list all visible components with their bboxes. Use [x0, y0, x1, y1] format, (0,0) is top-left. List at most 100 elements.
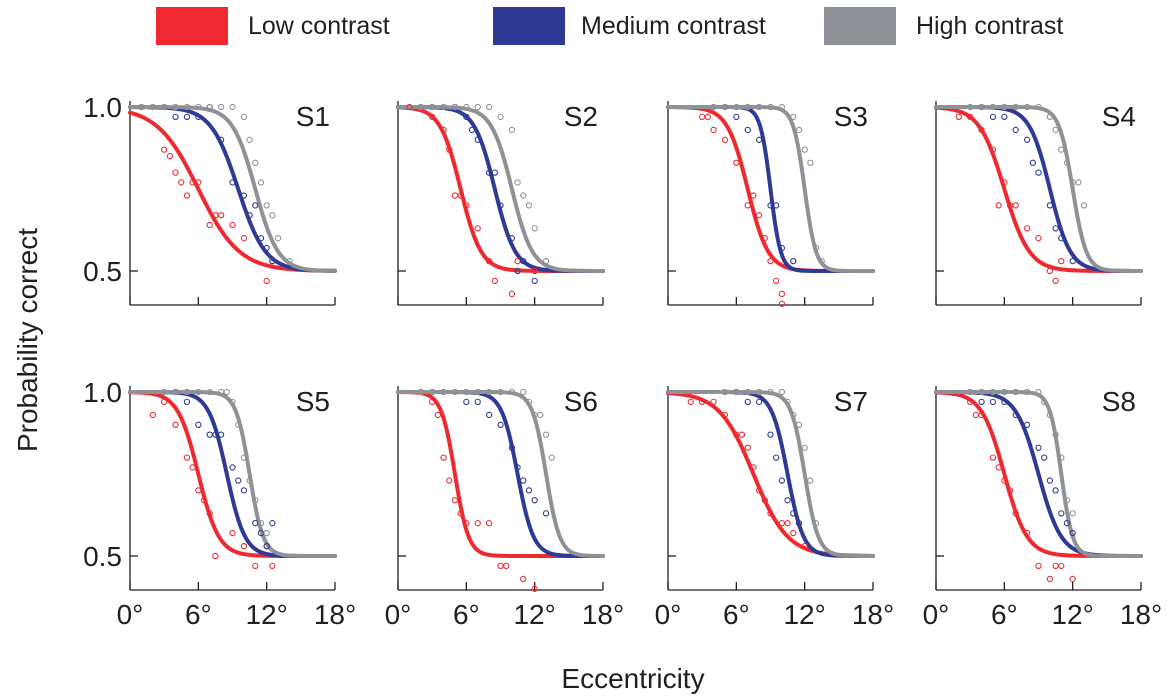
data-point-high-contrast [795, 126, 803, 134]
data-point-high-contrast [542, 258, 550, 265]
data-point-medium-contrast [520, 477, 527, 484]
data-point-high-contrast [967, 103, 974, 111]
data-point-low-contrast [200, 497, 208, 504]
x-tick-label: 0° [923, 599, 950, 630]
panel-s1: 1.0 0.5 S1 [83, 92, 337, 306]
data-point-medium-contrast [235, 477, 242, 484]
data-point-high-contrast [744, 388, 751, 396]
data-point-low-contrast [687, 398, 694, 405]
panel-s8: 0° 6° 12° 18° S8 [923, 386, 1162, 630]
data-point-medium-contrast [531, 497, 538, 504]
x-tick-label: 0° [117, 599, 144, 630]
data-point-high-contrast [542, 431, 550, 438]
data-point-high-contrast [1058, 146, 1065, 153]
data-point-low-contrast [229, 221, 236, 229]
data-point-high-contrast [229, 103, 236, 111]
x-tick-label: 12° [245, 599, 287, 630]
x-tick-label: 0° [655, 599, 682, 630]
data-point-low-contrast [1012, 202, 1019, 209]
data-point-low-contrast [1058, 562, 1065, 569]
panel-label-s3: S3 [834, 101, 868, 132]
legend-label-medium-contrast: Medium contrast [581, 12, 766, 40]
fit-curve-low-contrast [934, 105, 1143, 273]
data-point-medium-contrast [1052, 225, 1059, 232]
data-point-low-contrast [485, 520, 493, 527]
data-point-high-contrast [149, 103, 156, 111]
data-point-low-contrast [778, 520, 786, 527]
data-point-high-contrast [417, 103, 424, 111]
data-point-medium-contrast [257, 235, 265, 242]
data-point-medium-contrast [978, 398, 985, 405]
data-point-medium-contrast [263, 543, 270, 550]
legend-swatch-high-contrast [824, 7, 896, 45]
data-point-low-contrast [195, 179, 202, 186]
panel-label-s1: S1 [296, 101, 330, 132]
data-point-medium-contrast [1069, 529, 1076, 537]
data-point-medium-contrast [1058, 235, 1065, 242]
data-point-high-contrast [1063, 497, 1071, 504]
data-point-medium-contrast [778, 244, 786, 252]
data-point-low-contrast [166, 153, 174, 160]
data-point-high-contrast [744, 103, 751, 111]
data-point-low-contrast [429, 113, 436, 120]
x-tick-label: 18° [582, 599, 624, 630]
data-point-high-contrast [508, 388, 516, 396]
data-point-low-contrast [531, 267, 538, 275]
data-point-low-contrast [778, 300, 786, 307]
data-point-high-contrast [235, 421, 242, 428]
data-point-low-contrast [440, 454, 447, 461]
data-point-high-contrast [801, 444, 808, 451]
data-point-low-contrast [269, 562, 276, 569]
data-point-high-contrast [263, 529, 270, 537]
data-point-high-contrast [172, 103, 179, 111]
data-point-high-contrast [252, 159, 259, 166]
data-point-low-contrast [978, 411, 985, 419]
data-point-high-contrast [733, 388, 740, 396]
fit-curve-high-contrast [666, 105, 875, 273]
data-point-medium-contrast [744, 126, 751, 134]
data-point-low-contrast [1035, 235, 1042, 242]
panel-label-s2: S2 [564, 101, 598, 132]
fit-curve-low-contrast [128, 110, 337, 273]
data-point-medium-contrast [1012, 411, 1019, 419]
data-point-low-contrast [457, 510, 464, 517]
data-point-medium-contrast [508, 444, 516, 451]
data-point-medium-contrast [744, 398, 751, 405]
data-point-low-contrast [773, 277, 780, 284]
panel-label-s5: S5 [296, 386, 330, 417]
data-point-medium-contrast [784, 497, 791, 504]
data-point-medium-contrast [229, 464, 236, 471]
data-point-low-contrast [229, 529, 236, 537]
data-point-medium-contrast [240, 192, 248, 199]
legend-swatch-low-contrast [156, 7, 228, 45]
data-point-medium-contrast [1035, 444, 1042, 451]
data-point-low-contrast [1023, 529, 1031, 537]
data-point-low-contrast [406, 103, 413, 111]
data-point-low-contrast [474, 225, 481, 232]
data-point-medium-contrast [1023, 136, 1031, 143]
data-point-low-contrast [972, 411, 980, 419]
data-point-high-contrast [161, 388, 168, 396]
data-point-high-contrast [1046, 411, 1054, 419]
data-point-high-contrast [1075, 179, 1082, 186]
data-point-high-contrast [812, 244, 820, 252]
data-point-low-contrast [955, 113, 962, 120]
data-point-high-contrast [525, 398, 533, 405]
data-point-low-contrast [989, 454, 997, 461]
data-point-medium-contrast [989, 398, 997, 405]
data-point-low-contrast [1023, 225, 1031, 232]
data-point-medium-contrast [217, 136, 225, 143]
data-point-low-contrast [1052, 562, 1059, 569]
data-point-high-contrast [514, 179, 521, 186]
data-point-low-contrast [761, 235, 768, 242]
panel-label-s6: S6 [564, 386, 598, 417]
data-point-high-contrast [161, 103, 168, 111]
data-point-low-contrast [801, 543, 808, 550]
data-point-low-contrast [1046, 575, 1054, 583]
data-point-high-contrast [1058, 454, 1065, 461]
data-point-high-contrast [807, 477, 814, 484]
panel-label-s4: S4 [1102, 101, 1136, 132]
data-point-low-contrast [446, 146, 453, 153]
data-point-medium-contrast [474, 136, 481, 143]
data-point-high-contrast [1063, 159, 1071, 166]
